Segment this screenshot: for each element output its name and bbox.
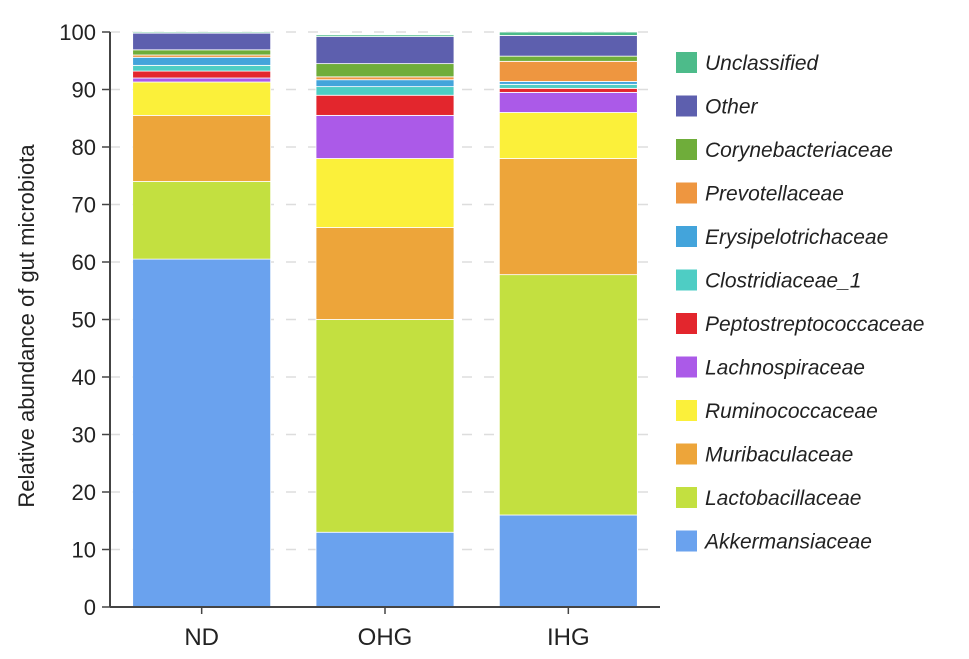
bar-segment-ohg-lachnospiraceae xyxy=(315,114,455,159)
legend-swatch-unclassified xyxy=(676,52,697,73)
bar-segment-ohg-corynebacteriaceae xyxy=(315,63,455,78)
bar-segment-ihg-other xyxy=(498,35,638,57)
bar-segment-ihg-prevotellaceae xyxy=(498,60,638,82)
legend-label-lactobacillaceae: Lactobacillaceae xyxy=(705,487,861,510)
legend-swatch-lachnospiraceae xyxy=(676,356,697,378)
legend-label-lachnospiraceae: Lachnospiraceae xyxy=(705,357,865,380)
axes: ND OHG IHG 0 10 20 30 40 50 60 70 80 90 100 xyxy=(59,20,660,651)
legend: Unclassified Other Corynebacteriaceae Prevo… xyxy=(676,52,924,554)
legend-label-peptostreptococcaceae: Peptostreptococcaceae xyxy=(705,313,924,336)
y-axis-label: Relative abundance of gut microbiota xyxy=(14,144,39,508)
legend-swatch-muribaculaceae xyxy=(676,443,697,465)
bars xyxy=(132,31,638,608)
bar-segment-nd-peptostreptococcaceae xyxy=(132,70,272,79)
legend-swatch-clostridiaceae-1 xyxy=(676,269,697,291)
bar-segment-nd-unclassified xyxy=(132,31,272,34)
legend-label-erysipelotrichaceae: Erysipelotrichaceae xyxy=(705,226,888,249)
bar-segment-ihg-muribaculaceae xyxy=(498,158,638,276)
bar-segment-nd-lachnospiraceae xyxy=(132,77,272,83)
bar-segment-ihg-unclassified xyxy=(498,31,638,36)
legend-label-akkermansiaceae: Akkermansiaceae xyxy=(703,531,872,554)
y-tick-label: 0 xyxy=(84,595,96,620)
y-tick-label: 20 xyxy=(72,480,96,505)
legend-label-clostridiaceae-1: Clostridiaceae_1 xyxy=(705,270,861,293)
legend-swatch-ruminococcaceae xyxy=(676,400,697,421)
legend-swatch-akkermansiaceae xyxy=(676,530,697,552)
bar-segment-ohg-ruminococcaceae xyxy=(315,158,455,228)
y-tick-label: 80 xyxy=(72,135,96,160)
legend-swatch-corynebacteriaceae xyxy=(676,139,697,160)
x-tick-label: IHG xyxy=(547,624,590,651)
y-tick-label: 90 xyxy=(72,78,96,103)
y-tick-label: 50 xyxy=(72,308,96,333)
bar-segment-ohg-unclassified xyxy=(315,34,455,38)
legend-label-prevotellaceae: Prevotellaceae xyxy=(705,183,844,206)
legend-swatch-other xyxy=(676,95,697,117)
bar-segment-nd-ruminococcaceae xyxy=(132,81,272,116)
legend-label-muribaculaceae: Muribaculaceae xyxy=(705,444,853,467)
bar-segment-nd-other xyxy=(132,32,272,51)
bar-segment-ohg-other xyxy=(315,36,455,65)
bar-segment-ohg-erysipelotrichaceae xyxy=(315,79,455,88)
legend-label-other: Other xyxy=(705,96,759,119)
bar-segment-nd-muribaculaceae xyxy=(132,114,272,182)
legend-label-corynebacteriaceae: Corynebacteriaceae xyxy=(705,139,893,162)
y-tick-label: 100 xyxy=(59,20,96,45)
bar-segment-nd-erysipelotrichaceae xyxy=(132,56,272,66)
legend-swatch-peptostreptococcaceae xyxy=(676,313,697,334)
x-tick-label: ND xyxy=(184,624,219,651)
y-tick-label: 60 xyxy=(72,250,96,275)
bar-segment-ihg-ruminococcaceae xyxy=(498,112,638,159)
legend-swatch-prevotellaceae xyxy=(676,182,697,204)
bar-segment-ihg-akkermansiaceae xyxy=(498,514,638,608)
bar-segment-nd-corynebacteriaceae xyxy=(132,49,272,56)
legend-label-unclassified: Unclassified xyxy=(705,52,820,75)
bar-segment-ihg-lactobacillaceae xyxy=(498,274,638,516)
bar-segment-nd-lactobacillaceae xyxy=(132,181,272,260)
y-tick-label: 10 xyxy=(72,538,96,563)
bar-segment-ihg-lachnospiraceae xyxy=(498,91,638,113)
bar-segment-nd-akkermansiaceae xyxy=(132,258,272,608)
legend-swatch-erysipelotrichaceae xyxy=(676,226,697,247)
bar-segment-ihg-clostridiaceae-1 xyxy=(498,83,638,89)
y-tick-label: 40 xyxy=(72,365,96,390)
legend-label-ruminococcaceae: Ruminococcaceae xyxy=(705,400,878,423)
bar-segment-ohg-lactobacillaceae xyxy=(315,319,455,533)
bar-segment-ohg-peptostreptococcaceae xyxy=(315,94,455,116)
bar-segment-nd-clostridiaceae-1 xyxy=(132,64,272,72)
bar-segment-ihg-corynebacteriaceae xyxy=(498,55,638,62)
bar-segment-ohg-muribaculaceae xyxy=(315,227,455,320)
legend-swatch-lactobacillaceae xyxy=(676,487,697,508)
bar-segment-ohg-prevotellaceae xyxy=(315,76,455,81)
x-tick-label: OHG xyxy=(358,624,413,651)
bar-segment-ohg-akkermansiaceae xyxy=(315,531,455,608)
bar-segment-ohg-clostridiaceae-1 xyxy=(315,86,455,96)
y-tick-label: 30 xyxy=(72,423,96,448)
bar-segment-ihg-peptostreptococcaceae xyxy=(498,87,638,93)
y-tick-label: 70 xyxy=(72,193,96,218)
bar-segment-ihg-erysipelotrichaceae xyxy=(498,81,638,85)
